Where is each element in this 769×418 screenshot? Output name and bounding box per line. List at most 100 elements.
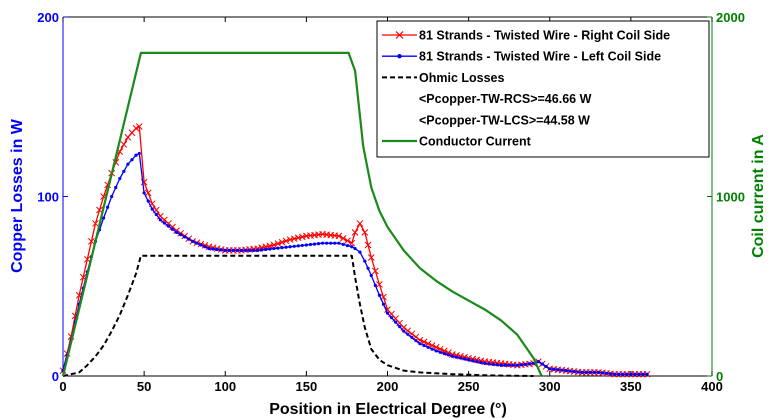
data-point-dot-marker: [503, 363, 507, 367]
data-point-dot-marker: [422, 343, 426, 348]
data-point-dot-marker: [552, 367, 556, 371]
data-point-dot-marker: [576, 370, 580, 374]
data-point-dot-marker: [316, 242, 321, 246]
data-point-dot-marker: [268, 247, 272, 251]
data-point-x-marker: [376, 281, 383, 288]
data-point-dot-marker: [247, 248, 252, 252]
data-point-dot-marker: [300, 243, 304, 248]
data-point-dot-marker: [110, 194, 114, 199]
data-point-dot-marker: [475, 360, 479, 364]
data-point-dot-marker: [312, 242, 317, 246]
data-point-dot-marker: [114, 185, 118, 190]
legend-swatch-marker: [395, 31, 404, 39]
data-point-dot-marker: [363, 259, 367, 263]
data-point-dot-marker: [438, 350, 442, 354]
data-point-x-marker: [344, 237, 351, 245]
data-point-dot-marker: [596, 370, 601, 375]
data-point-dot-marker: [613, 372, 617, 376]
data-point-dot-marker: [507, 363, 511, 367]
legend-label: 81 Strands - Twisted Wire - Right Coil S…: [419, 29, 670, 43]
data-point-dot-marker: [179, 233, 183, 237]
data-point-dot-marker: [366, 266, 370, 270]
data-point-x-marker: [335, 232, 343, 240]
data-point-dot-marker: [321, 241, 325, 245]
data-point-dot-marker: [604, 371, 609, 375]
data-point-dot-marker: [373, 283, 377, 287]
legend-label: <Pcopper-TW-LCS>=44.58 W: [419, 113, 590, 127]
data-point-dot-marker: [385, 311, 390, 315]
data-point-dot-marker: [166, 224, 171, 228]
data-point-dot-marker: [406, 332, 410, 336]
series-left-coil-side-line: [62, 152, 648, 375]
data-point-dot-marker: [308, 242, 313, 247]
data-point-x-marker: [92, 220, 99, 227]
data-point-dot-marker: [170, 227, 175, 231]
series-ohmic-losses-line: [62, 254, 534, 377]
right-y-tick-label: 0: [716, 369, 723, 384]
data-point-dot-marker: [621, 372, 625, 376]
data-point-x-marker: [144, 189, 152, 197]
data-point-dot-marker: [519, 363, 523, 367]
data-point-dot-marker: [288, 245, 292, 249]
data-point-dot-marker: [239, 248, 244, 252]
legend-item: <Pcopper-TW-RCS>=46.66 W: [419, 92, 592, 106]
left-y-tick-label: 100: [37, 190, 59, 205]
data-point-x-marker: [132, 124, 140, 132]
x-tick-label: 0: [59, 379, 66, 394]
series-right-coil-side-line: [62, 125, 648, 375]
data-point-dot-marker: [467, 358, 471, 362]
x-tick-label: 400: [701, 379, 723, 394]
data-point-x-marker: [432, 343, 440, 351]
x-tick-label: 350: [620, 379, 642, 394]
x-tick-label: 50: [137, 379, 151, 394]
data-point-x-marker: [298, 233, 306, 241]
data-point-dot-marker: [625, 372, 629, 376]
legend-label: Ohmic Losses: [419, 71, 504, 85]
series-conductor-current: [61, 51, 543, 377]
data-point-dot-marker: [434, 349, 438, 353]
data-point-dot-marker: [592, 370, 596, 375]
x-axis-title: Position in Electrical Degree (°): [269, 401, 507, 418]
data-point-x-marker: [351, 229, 359, 236]
data-point-dot-marker: [491, 362, 495, 366]
data-point-dot-marker: [227, 248, 231, 252]
data-point-dot-marker: [207, 246, 211, 251]
data-point-x-marker: [135, 123, 143, 130]
data-point-dot-marker: [345, 243, 350, 248]
data-point-dot-marker: [337, 241, 341, 245]
data-point-dot-marker: [142, 191, 146, 195]
data-point-x-marker: [173, 227, 180, 234]
legend-label: Conductor Current: [419, 135, 532, 149]
data-point-dot-marker: [353, 246, 357, 251]
data-point-dot-marker: [174, 230, 179, 234]
legend: 81 Strands - Twisted Wire - Right Coil S…: [376, 20, 710, 158]
data-point-dot-marker: [483, 361, 487, 366]
data-point-dot-marker: [600, 371, 605, 375]
data-point-dot-marker: [191, 239, 195, 243]
x-tick-label: 100: [214, 379, 236, 394]
data-point-dot-marker: [134, 153, 138, 157]
data-point-dot-marker: [106, 205, 110, 209]
data-point-x-marker: [361, 229, 369, 236]
data-point-dot-marker: [252, 248, 256, 252]
data-point-x-marker: [282, 237, 290, 245]
legend-label: 81 Strands - Twisted Wire - Left Coil Si…: [419, 50, 661, 64]
plot-series: [59, 51, 651, 378]
data-point-dot-marker: [304, 243, 308, 247]
data-point-dot-marker: [531, 361, 536, 366]
data-point-dot-marker: [584, 370, 588, 375]
data-point-dot-marker: [398, 325, 402, 329]
x-tick-label: 250: [458, 379, 480, 394]
data-point-dot-marker: [633, 372, 637, 376]
data-point-dot-marker: [381, 302, 386, 306]
data-point-dot-marker: [187, 237, 191, 241]
data-point-dot-marker: [515, 363, 519, 367]
right-y-tick-label: 1000: [716, 190, 745, 205]
data-point-dot-marker: [414, 338, 418, 343]
data-point-dot-marker: [231, 248, 235, 252]
data-point-dot-marker: [560, 368, 564, 372]
data-point-dot-marker: [418, 342, 422, 346]
data-point-dot-marker: [389, 316, 394, 320]
data-point-x-marker: [266, 242, 274, 250]
